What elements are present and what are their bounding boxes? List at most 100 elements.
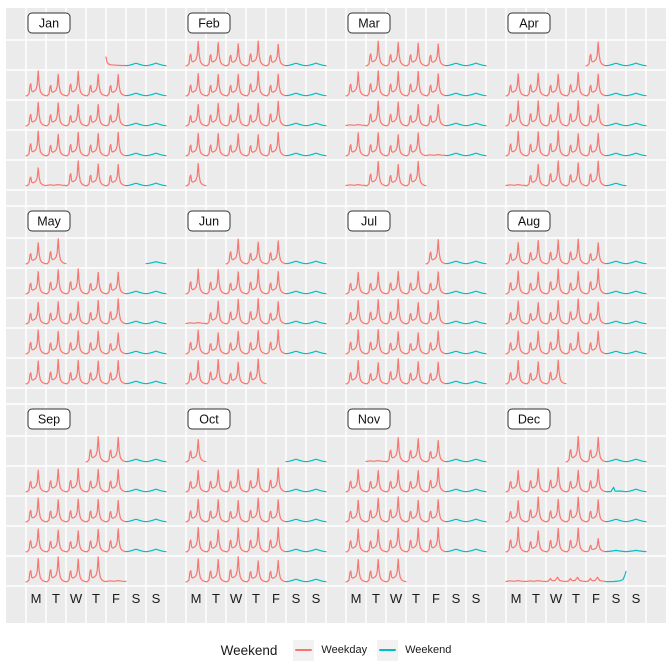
weekday-day-series [205, 42, 227, 67]
weekday-day-series [345, 132, 367, 157]
weekend-day-series [305, 350, 327, 355]
weekday-day-series [25, 271, 47, 295]
weekend-day-series [605, 549, 627, 553]
weekday-day-series [365, 529, 387, 553]
weekday-axis-label: M [31, 591, 42, 606]
weekend-day-series [305, 488, 327, 493]
weekday-day-series [65, 467, 87, 493]
weekend-day-series [145, 488, 167, 493]
weekend-day-series [605, 458, 627, 463]
weekday-day-series [585, 242, 607, 265]
weekend-day-series [145, 290, 167, 295]
month-label: Aug [518, 215, 540, 229]
weekday-day-series [225, 361, 247, 385]
weekday-day-series [225, 238, 247, 265]
month-label-box [27, 408, 71, 430]
weekday-axis-label: F [592, 591, 600, 606]
weekday-day-series [565, 331, 587, 355]
weekday-day-series [545, 498, 567, 523]
weekday-day-series [265, 301, 287, 325]
weekday-day-series [385, 437, 407, 463]
weekday-day-series [105, 360, 127, 385]
month-label: Dec [518, 413, 540, 427]
weekday-day-series [45, 184, 67, 187]
weekday-day-series [85, 556, 107, 583]
weekday-day-series [205, 133, 227, 157]
weekend-day-series [445, 458, 467, 463]
weekday-day-series [525, 271, 547, 295]
weekend-day-series [625, 122, 647, 127]
weekend-day-series [305, 290, 327, 295]
weekday-day-series [265, 271, 287, 295]
weekday-day-series [205, 529, 227, 553]
weekend-day-series [125, 92, 147, 97]
weekday-day-series [365, 271, 387, 295]
weekday-day-series [385, 163, 407, 187]
weekday-day-series [205, 499, 227, 523]
weekday-day-series [405, 132, 427, 157]
weekend-day-series [445, 518, 467, 523]
weekday-day-series [585, 103, 607, 127]
weekday-day-series [245, 40, 267, 67]
weekend-day-series [465, 290, 487, 295]
weekend-day-series [445, 290, 467, 295]
weekday-day-series [45, 499, 67, 523]
weekday-day-series [545, 329, 567, 355]
weekday-axis-label: S [452, 591, 461, 606]
weekday-day-series [365, 329, 387, 355]
weekend-day-series [305, 152, 327, 157]
weekday-axis-label: W [70, 591, 83, 606]
weekend-day-series [625, 152, 647, 157]
weekday-day-series [585, 160, 607, 187]
weekday-day-series [45, 133, 67, 157]
weekday-day-series [405, 527, 427, 553]
weekday-day-series [505, 360, 527, 385]
weekday-day-series [245, 330, 267, 355]
weekend-day-series [625, 320, 647, 325]
weekday-day-series [185, 104, 207, 127]
weekday-day-series [345, 499, 367, 523]
weekday-day-series [545, 527, 567, 553]
weekend-day-series [605, 518, 627, 523]
weekday-axis-label: F [272, 591, 280, 606]
weekday-day-series [105, 103, 127, 127]
weekday-day-series [25, 469, 47, 493]
weekday-day-series [545, 160, 567, 187]
weekend-day-series [465, 152, 487, 157]
weekday-day-series [85, 299, 107, 325]
weekday-day-series [225, 102, 247, 127]
weekday-day-series [505, 526, 527, 553]
legend: Weekend Weekday Weekend [0, 628, 672, 672]
weekday-day-series [365, 362, 387, 385]
weekday-day-series [105, 332, 127, 355]
weekday-axis-label: T [52, 591, 60, 606]
weekday-day-series [85, 498, 107, 523]
weekday-day-series [585, 41, 607, 67]
weekend-day-series [145, 380, 167, 385]
weekday-day-series [265, 499, 287, 523]
weekend-day-series [285, 152, 307, 157]
weekday-day-series [585, 499, 607, 523]
weekday-day-series [45, 238, 67, 265]
month-label: Apr [519, 17, 538, 31]
weekend-day-series [305, 62, 327, 67]
weekend-day-series [445, 122, 467, 127]
weekday-day-series [405, 42, 427, 67]
weekday-day-series [85, 271, 107, 295]
weekday-day-series [405, 438, 427, 463]
weekday-day-series [185, 329, 207, 355]
weekday-day-series [525, 530, 547, 553]
weekday-day-series [225, 43, 247, 67]
weekday-day-series [225, 73, 247, 97]
weekday-day-series [65, 131, 87, 157]
weekday-day-series [205, 469, 227, 493]
weekday-day-series [25, 557, 47, 583]
weekend-day-series [285, 122, 307, 127]
legend-title: Weekend [220, 642, 278, 658]
weekend-day-series [465, 380, 487, 385]
weekday-day-series [245, 241, 267, 265]
month-label-box [347, 408, 391, 430]
weekday-day-series [45, 556, 67, 583]
weekday-day-series [25, 528, 47, 553]
weekend-day-series [605, 182, 627, 187]
